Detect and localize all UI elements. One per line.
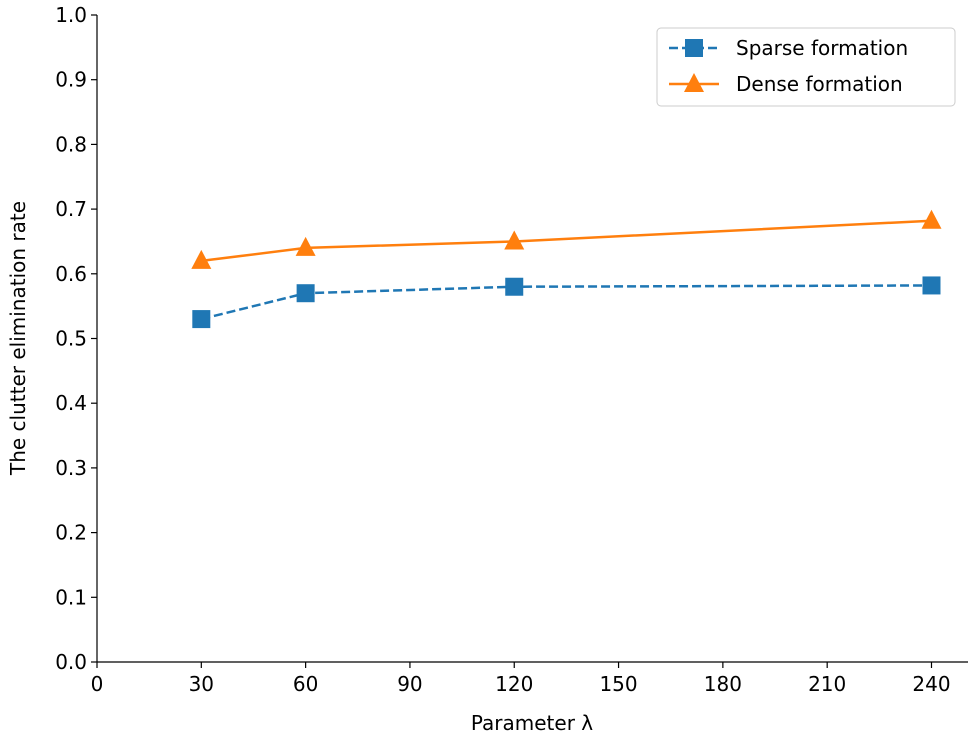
legend-box xyxy=(656,27,956,107)
legend-marker xyxy=(685,39,703,57)
data-point xyxy=(191,249,212,269)
series-line xyxy=(201,219,932,263)
data-point xyxy=(296,284,315,303)
y-tick-label: 0.3 xyxy=(55,456,87,480)
y-tick-label: 0.4 xyxy=(55,391,87,415)
x-tick-label: 150 xyxy=(599,672,637,696)
x-axis-label: Parameter λ xyxy=(471,711,593,735)
x-tick-label: 0 xyxy=(91,672,104,696)
data-point xyxy=(192,310,211,329)
y-tick-label: 0.1 xyxy=(55,585,87,609)
y-tick-label: 0.0 xyxy=(55,650,87,674)
legend-label: Sparse formation xyxy=(736,36,908,60)
data-point xyxy=(505,277,524,296)
legend-marker xyxy=(684,73,704,92)
x-tick-label: 180 xyxy=(704,672,742,696)
x-tick-label: 60 xyxy=(293,672,318,696)
y-tick-label: 0.2 xyxy=(55,521,87,545)
x-tick-label: 90 xyxy=(397,672,422,696)
legend-label: Dense formation xyxy=(736,72,903,96)
y-tick-label: 0.7 xyxy=(55,197,87,221)
y-axis-label: The clutter elimination rate xyxy=(6,201,30,476)
y-tick-label: 0.5 xyxy=(55,327,87,351)
data-point xyxy=(922,276,941,295)
y-tick-label: 0.6 xyxy=(55,262,87,286)
y-tick-label: 0.9 xyxy=(55,68,87,92)
x-tick-label: 30 xyxy=(189,672,214,696)
y-tick-label: 0.8 xyxy=(55,132,87,156)
y-tick-label: 1.0 xyxy=(55,3,87,27)
data-point xyxy=(921,209,942,229)
data-point xyxy=(295,236,316,256)
series-line xyxy=(201,284,932,321)
x-tick-label: 240 xyxy=(912,672,950,696)
data-point xyxy=(504,230,525,250)
x-tick-label: 120 xyxy=(495,672,533,696)
x-tick-label: 210 xyxy=(808,672,846,696)
